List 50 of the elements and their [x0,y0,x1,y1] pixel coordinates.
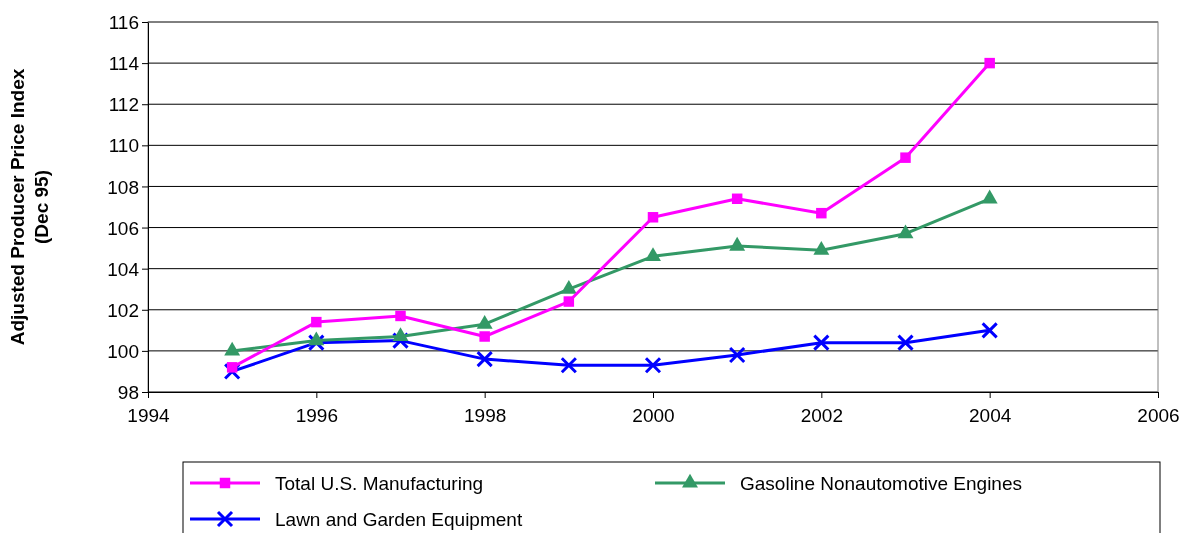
point [391,332,410,350]
point [813,240,830,255]
x-tick-label: 2006 [1137,404,1180,426]
point [563,296,575,307]
point [311,316,322,328]
point [816,207,827,219]
y-axis-title: Adjusted Producer Price Index (Dec 95) [7,68,52,346]
point [226,362,238,373]
point [984,57,995,69]
point [644,356,662,374]
point [223,362,241,380]
y-tick-label: 112 [108,94,139,116]
y-tick-label: 114 [108,53,140,75]
point [308,331,325,346]
point [729,236,746,251]
legend-label: Lawn and Garden Equipment [275,508,523,530]
x-tick-label: 1998 [464,404,507,426]
point [731,193,743,205]
y-tick-label: 100 [107,341,139,363]
x-tick-label: 1996 [295,404,338,426]
point [900,152,911,163]
point [479,331,490,342]
legend-label: Gasoline Nonautomotive Engines [740,472,1023,494]
point [981,189,998,204]
x-tick-label: 2002 [800,404,843,426]
point [728,346,746,364]
point [647,212,659,223]
y-tick-label: 98 [117,382,139,404]
x-tick-label: 2000 [632,404,675,426]
point [560,280,577,294]
point [476,350,494,368]
y-tick-label: 102 [107,299,139,321]
legend-label: Total U.S. Manufacturing [275,472,484,494]
y-tick-label: 110 [108,135,139,157]
point [897,224,914,239]
y-tick-label: 116 [108,12,139,34]
point [395,310,406,322]
point [224,341,241,356]
point [896,334,915,352]
point [981,321,999,339]
point [307,334,325,352]
x-tick-label: 1994 [127,404,171,426]
point [645,247,661,261]
y-tick-label: 104 [107,258,140,280]
y-tick-label: 106 [107,217,139,239]
y-tick-label: 108 [107,176,139,198]
point [812,334,830,352]
point [392,327,409,342]
point [560,356,578,374]
x-tick-label: 2004 [969,404,1012,426]
